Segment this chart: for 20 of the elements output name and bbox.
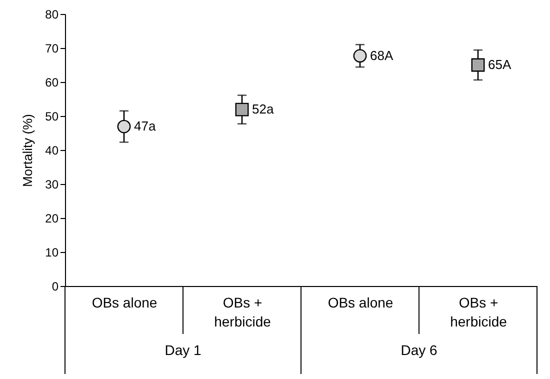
y-tick-label: 80 [45,8,59,22]
y-tick-label: 20 [45,212,59,226]
y-tick-label: 40 [45,144,59,158]
text: Day 6 [400,342,438,358]
data-label: 68A [370,48,394,63]
x-tick-label: OBs + herbicide [450,294,508,330]
x-tick-label: OBs alone [328,294,394,310]
y-axis-title: Mortality (%) [20,114,36,187]
y-tick-label: 0 [52,280,59,294]
y-tick-label: 50 [45,110,59,124]
x-tick-label: OBs alone [92,294,158,310]
y-tick-label: 30 [45,178,59,192]
data-label: 52a [252,102,274,117]
data-label: 47a [134,118,156,134]
y-tick-label: 10 [45,246,59,260]
text: Day 1 [164,342,202,358]
y-tick-label: 60 [45,76,59,90]
x-tick-label: OBs + herbicide [214,294,272,330]
y-tick-label: 70 [45,42,59,56]
data-label: 65A [488,57,512,72]
